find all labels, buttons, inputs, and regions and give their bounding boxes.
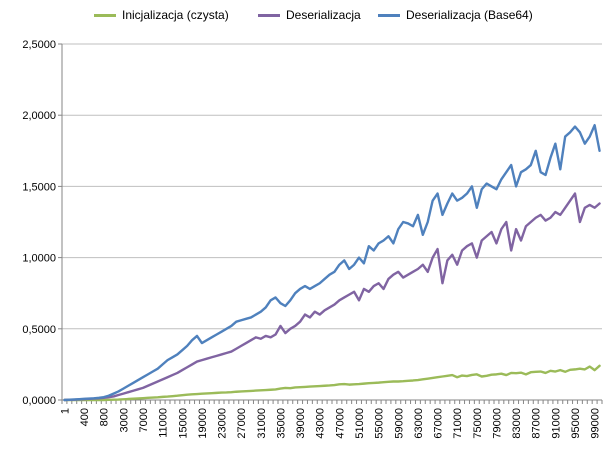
legend-swatch-inicjalizacja [94, 13, 116, 17]
y-tick-label: 1,0000 [22, 253, 56, 265]
x-tick-label: 55000 [374, 408, 386, 439]
series-line-2 [63, 123, 601, 402]
x-tick-label: 95000 [570, 408, 582, 439]
x-tick-label: 11000 [158, 408, 170, 438]
x-tick-label: 39000 [295, 408, 307, 439]
legend-label-deserializacja: Deserializacja [286, 8, 361, 22]
legend-item-deserializacja-base64: Deserializacja (Base64) [378, 8, 533, 22]
legend-swatch-deserializacja-base64 [378, 13, 400, 17]
x-tick-label: 71000 [452, 408, 464, 439]
x-tick-label: 1 [59, 408, 71, 414]
x-tick-label: 59000 [393, 408, 405, 439]
x-tick-label: 91000 [550, 408, 562, 439]
y-tick-label: 0,0000 [22, 395, 56, 407]
x-tick-label: 23000 [217, 408, 229, 439]
x-tick-label: 79000 [491, 408, 503, 439]
y-tick-label: 0,5000 [22, 324, 56, 336]
x-tick-label: 43000 [315, 408, 327, 439]
x-tick-label: 99000 [590, 408, 602, 439]
series-line-0 [63, 364, 601, 402]
x-tick-label: 75000 [472, 408, 484, 439]
x-tick-label: 15000 [177, 408, 189, 439]
y-tick-label: 1,5000 [22, 181, 56, 193]
legend-label-inicjalizacja: Inicjalizacja (czysta) [122, 8, 229, 22]
x-tick-label: 31000 [256, 408, 268, 439]
x-tick-label: 800 [99, 408, 111, 426]
x-tick-label: 35000 [275, 408, 287, 439]
x-tick-label: 400 [79, 408, 91, 426]
x-tick-label: 83000 [511, 408, 523, 439]
legend-item-deserializacja: Deserializacja [258, 8, 361, 22]
x-tick-label: 63000 [413, 408, 425, 439]
legend-swatch-deserializacja [258, 13, 280, 17]
series-line-1 [63, 192, 601, 402]
x-tick-label: 67000 [433, 408, 445, 439]
chart-legend: Inicjalizacja (czysta) Deserializacja De… [0, 4, 616, 28]
y-tick-label: 2,0000 [22, 110, 56, 122]
x-tick-label: 19000 [197, 408, 209, 439]
legend-label-deserializacja-base64: Deserializacja (Base64) [406, 8, 533, 22]
x-tick-label: 3000 [118, 408, 130, 432]
y-tick-label: 2,5000 [22, 39, 56, 51]
x-tick-label: 7000 [138, 408, 150, 432]
legend-item-inicjalizacja: Inicjalizacja (czysta) [94, 8, 229, 22]
x-tick-label: 27000 [236, 408, 248, 439]
x-tick-label: 47000 [334, 408, 346, 439]
x-tick-label: 51000 [354, 408, 366, 439]
x-tick-label: 87000 [531, 408, 543, 439]
